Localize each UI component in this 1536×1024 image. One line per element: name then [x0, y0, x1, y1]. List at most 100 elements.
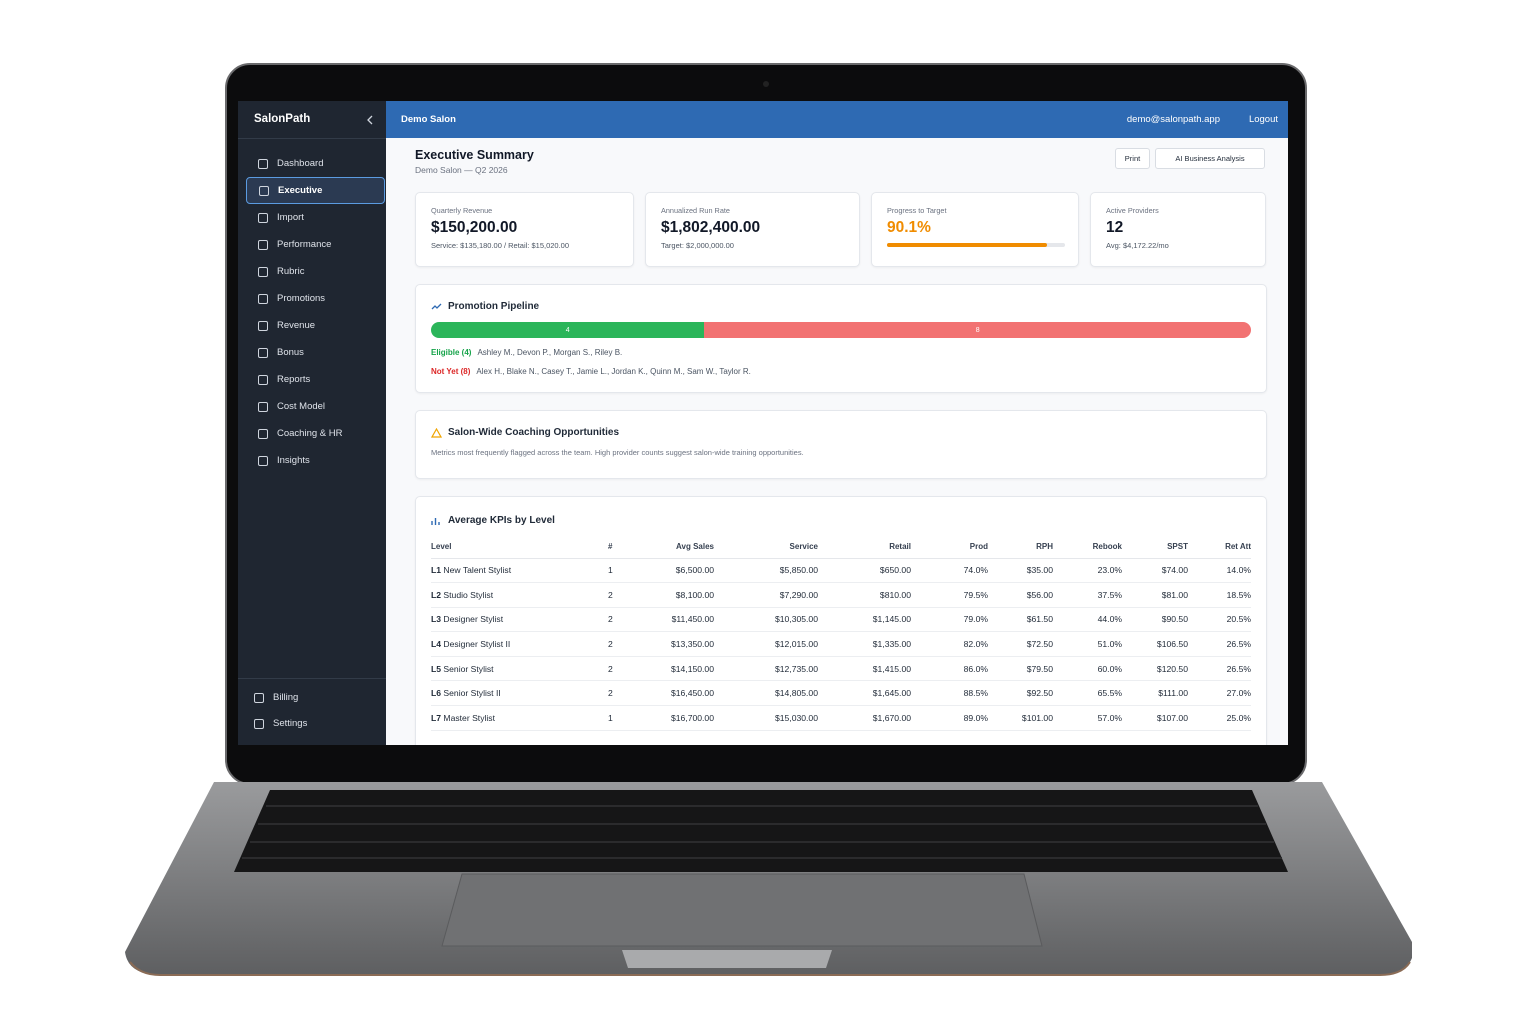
kpi-sub: Target: $2,000,000.00 — [661, 241, 734, 250]
nav-item[interactable]: Cost Model — [246, 393, 385, 420]
table-cell: $92.50 — [988, 680, 1053, 707]
table-cell: 23.0% — [1053, 558, 1122, 584]
pipeline-segment: 8 — [704, 322, 1251, 338]
table-body: L1 New Talent Stylist 1 $6,500.00 $5,850.00… — [431, 558, 1251, 731]
nav-label: Settings — [273, 718, 308, 729]
nav-label: Rubric — [277, 266, 305, 277]
table-header: Level # Avg Sales Service Retail Prod RPH Reboo… — [431, 535, 1251, 559]
nav-item[interactable]: Reports — [246, 366, 385, 393]
column-header: Retail — [818, 535, 911, 559]
table-row: L3 Designer Stylist 2 $11,450.00 $10,305.00… — [431, 607, 1251, 633]
group-names: Alex H., Blake N., Casey T., Jamie L., J… — [476, 367, 751, 376]
topbar: Demo Salon demo@salonpath.app Logout — [386, 101, 1288, 138]
table-cell: 2 — [601, 631, 641, 657]
kpi-card: Progress to Target 90.1% — [871, 192, 1079, 267]
table-cell: $61.50 — [988, 607, 1053, 633]
kpi-label: Quarterly Revenue — [431, 206, 493, 215]
level-cell: L2 Studio Stylist — [431, 582, 601, 608]
brand: SalonPath — [254, 113, 311, 125]
table-cell: $7,290.00 — [714, 582, 818, 608]
level-code: L4 — [431, 639, 442, 650]
group-label: Eligible (4) — [431, 348, 472, 357]
group-names: Ashley M., Devon P., Morgan S., Riley B. — [477, 348, 623, 357]
table-cell: $74.00 — [1122, 558, 1188, 584]
column-header: Prod — [911, 535, 988, 559]
user-email: demo@salonpath.app — [1126, 114, 1220, 125]
nav-icon — [258, 212, 268, 223]
column-header: SPST — [1122, 535, 1188, 559]
kpi-value: 12 — [1106, 219, 1124, 236]
level-code: L2 — [431, 589, 442, 600]
table-cell: $1,645.00 — [818, 680, 911, 707]
nav-icon — [258, 374, 268, 385]
table-cell: $81.00 — [1122, 582, 1188, 608]
nav-item[interactable]: Billing — [242, 684, 381, 711]
kpi-card: Active Providers 12 Avg: $4,172.22/mo — [1090, 192, 1266, 267]
nav-item[interactable]: Performance — [246, 231, 385, 258]
table-cell: 20.5% — [1188, 607, 1251, 633]
nav-icon — [258, 158, 268, 169]
nav-item[interactable]: Import — [246, 204, 385, 231]
level-code: L1 — [431, 565, 442, 576]
nav-item[interactable]: Settings — [242, 710, 381, 737]
nav-item[interactable]: Coaching & HR — [246, 420, 385, 447]
chart-icon — [431, 518, 440, 525]
level-name: Senior Stylist II — [443, 688, 501, 699]
nav-item[interactable]: Executive — [246, 177, 385, 204]
kpi-value: 90.1% — [887, 219, 931, 236]
table-cell: $35.00 — [988, 558, 1053, 584]
nav-label: Insights — [277, 455, 310, 466]
logout[interactable]: Logout — [1248, 114, 1278, 125]
nav-label: Import — [277, 212, 304, 223]
level-cell: L6 Senior Stylist II — [431, 680, 601, 707]
nav-item[interactable]: Bonus — [246, 339, 385, 366]
table-cell: 2 — [601, 607, 641, 633]
segment-label: 8 — [975, 326, 980, 334]
table-cell: 14.0% — [1188, 558, 1251, 584]
salon-name: Demo Salon — [401, 114, 456, 125]
table-cell: $11,450.00 — [641, 607, 714, 633]
coaching-card: Salon-Wide Coaching Opportunities Metric… — [415, 410, 1267, 479]
collapse-button[interactable] — [366, 115, 376, 125]
kpi-sub: Service: $135,180.00 / Retail: $15,020.0… — [431, 241, 570, 250]
kpi-value: $1,802,400.00 — [661, 219, 761, 236]
main-content: Executive Summary Demo Salon — Q2 2026 P… — [386, 138, 1288, 745]
pipeline-group: Eligible (4) Ashley M., Devon P., Morgan … — [431, 348, 622, 357]
table-row: L6 Senior Stylist II 2 $16,450.00 $14,805.0… — [431, 680, 1251, 707]
table-cell: 79.0% — [911, 607, 988, 633]
kpi-table-card: Average KPIs by Level Level # Avg Sales Ser… — [415, 496, 1267, 745]
column-header: Avg Sales — [641, 535, 714, 559]
column-header: Rebook — [1053, 535, 1122, 559]
nav-item[interactable]: Rubric — [246, 258, 385, 285]
nav-item[interactable]: Promotions — [246, 285, 385, 312]
nav-label: Dashboard — [277, 158, 324, 169]
nav-label: Promotions — [277, 293, 326, 304]
table-cell: 60.0% — [1053, 656, 1122, 682]
table-cell: 51.0% — [1053, 631, 1122, 657]
table-cell: $106.50 — [1122, 631, 1188, 657]
table-cell: $13,350.00 — [641, 631, 714, 657]
table-cell: $12,015.00 — [714, 631, 818, 657]
table-cell: $12,735.00 — [714, 656, 818, 682]
kpi-label: Progress to Target — [887, 206, 947, 215]
nav-label: Cost Model — [277, 401, 326, 412]
nav-item[interactable]: Dashboard — [246, 150, 385, 177]
app-screen: SalonPath Dashboard Executive Import Perfor… — [238, 101, 1288, 745]
table-cell: $72.50 — [988, 631, 1053, 657]
table-cell: $107.00 — [1122, 705, 1188, 731]
ai-analysis-button[interactable]: AI Business Analysis — [1155, 148, 1265, 169]
nav-item[interactable]: Revenue — [246, 312, 385, 339]
nav-label: Reports — [277, 374, 311, 385]
pipeline-title: Promotion Pipeline — [448, 301, 540, 312]
nav-label: Performance — [277, 239, 332, 250]
table-cell: $1,145.00 — [818, 607, 911, 633]
pipeline-group: Not Yet (8) Alex H., Blake N., Casey T., … — [431, 367, 751, 376]
print-button[interactable]: Print — [1115, 148, 1150, 169]
table-cell: 44.0% — [1053, 607, 1122, 633]
nav-label: Executive — [278, 185, 323, 196]
nav-item[interactable]: Insights — [246, 447, 385, 474]
column-header: Service — [714, 535, 818, 559]
column-header: Ret Att — [1188, 535, 1251, 559]
divider — [238, 678, 386, 679]
